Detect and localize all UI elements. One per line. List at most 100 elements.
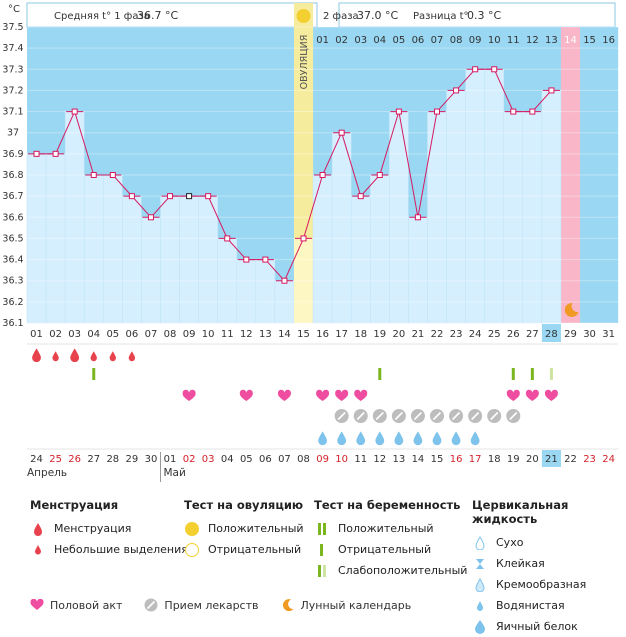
legend-pregnancy-positive: Положительный <box>314 518 467 539</box>
heart-icon[interactable] <box>239 389 253 401</box>
egg-white-drop-icon[interactable] <box>470 431 480 446</box>
temperature-point[interactable] <box>52 150 59 157</box>
heart-icon[interactable] <box>525 389 539 401</box>
egg-white-drop-icon[interactable] <box>337 431 347 446</box>
legend-moon-label: Лунный календарь <box>300 598 412 612</box>
cycle-day-label: 10 <box>488 35 501 46</box>
temperature-point[interactable] <box>414 214 421 221</box>
day-label: 27 <box>526 329 539 340</box>
small-blood-drop-icon[interactable] <box>109 351 117 362</box>
temperature-point[interactable] <box>510 108 517 115</box>
temperature-point[interactable] <box>281 277 288 284</box>
pill-icon-stripe <box>471 411 480 421</box>
legend-intercourse: Половой акт <box>30 599 122 612</box>
day-label: 13 <box>259 329 272 340</box>
ovulation-test-line[interactable] <box>530 368 534 380</box>
day-label: 25 <box>488 329 501 340</box>
egg-white-drop-icon[interactable] <box>375 431 385 446</box>
day-label: 21 <box>412 329 425 340</box>
date-label: 22 <box>564 454 577 465</box>
day-label: 02 <box>49 329 62 340</box>
egg-white-drop-icon[interactable] <box>318 431 327 446</box>
temperature-point[interactable] <box>147 214 154 221</box>
date-label: 25 <box>49 454 62 465</box>
legend-moon: Лунный календарь <box>281 598 412 612</box>
temperature-point[interactable] <box>357 193 364 200</box>
egg-white-drop-icon[interactable] <box>413 431 423 446</box>
heart-icon[interactable] <box>316 389 330 401</box>
pill-icon-stripe <box>490 411 499 421</box>
temperature-point[interactable] <box>338 129 345 136</box>
ovulation-test-line[interactable] <box>92 368 96 380</box>
pill-icon-stripe <box>337 411 346 421</box>
legend-intercourse-label: Половой акт <box>50 598 123 612</box>
date-label: 24 <box>602 454 615 465</box>
pill-icon-stripe <box>509 411 518 421</box>
temperature-point[interactable] <box>167 193 174 200</box>
ovulation-test-line[interactable] <box>378 368 382 380</box>
temperature-point[interactable] <box>491 66 498 73</box>
heart-icon[interactable] <box>277 389 291 401</box>
small-blood-drop-icon <box>30 542 46 558</box>
heart-icon[interactable] <box>182 389 196 401</box>
temperature-point[interactable] <box>472 66 479 73</box>
egg-white-drop-icon[interactable] <box>451 431 461 446</box>
temperature-point[interactable] <box>205 193 212 200</box>
temperature-point[interactable] <box>434 108 441 115</box>
two-lines-icon <box>314 521 330 537</box>
temperature-point[interactable] <box>71 108 78 115</box>
date-label: 18 <box>488 454 501 465</box>
temperature-point[interactable] <box>376 172 383 178</box>
diff-label: Разница t° <box>413 11 469 22</box>
legend-ovulation-positive: Положительный <box>184 518 304 539</box>
temperature-point[interactable] <box>453 87 460 94</box>
small-blood-drop-icon[interactable] <box>128 351 136 362</box>
temperature-point[interactable] <box>243 256 250 263</box>
legend-cervical-watery-label: Водянистая <box>496 599 565 612</box>
heart-icon[interactable] <box>544 389 558 401</box>
ovulation-sun-icon <box>296 9 311 23</box>
month-label-april: Апрель <box>27 467 67 479</box>
temperature-point[interactable] <box>300 235 307 242</box>
temperature-bar <box>103 174 123 324</box>
pill-icon <box>144 598 158 612</box>
temperature-point[interactable] <box>548 87 555 94</box>
y-tick-label: 37.2 <box>2 85 23 96</box>
egg-white-drop-icon[interactable] <box>356 431 366 446</box>
day-label: 04 <box>87 329 100 340</box>
heart-icon[interactable] <box>335 389 349 401</box>
day-label: 26 <box>507 329 520 340</box>
ovulation-test-line[interactable] <box>511 368 515 380</box>
y-tick-label: 37.3 <box>2 64 23 75</box>
date-label: 15 <box>431 454 444 465</box>
temperature-point[interactable] <box>262 256 269 263</box>
date-label: 08 <box>297 454 310 465</box>
heart-icon[interactable] <box>506 389 520 401</box>
temperature-point[interactable] <box>319 172 326 178</box>
ovulation-test-weak-line[interactable] <box>549 368 553 380</box>
egg-white-drop-icon[interactable] <box>432 431 442 446</box>
temperature-point[interactable] <box>33 150 40 157</box>
legend-pregnancy-positive-label: Положительный <box>338 522 434 535</box>
small-blood-drop-icon[interactable] <box>90 351 97 362</box>
blood-drop-icon[interactable] <box>70 348 80 363</box>
y-tick-label: 36.3 <box>2 276 23 287</box>
temperature-point[interactable] <box>90 172 97 178</box>
heart-icon[interactable] <box>354 389 368 401</box>
day-label: 09 <box>183 329 196 340</box>
egg-white-drop-icon[interactable] <box>394 431 404 446</box>
day-label: 18 <box>354 329 367 340</box>
blood-drop-icon[interactable] <box>32 348 41 363</box>
temperature-point[interactable] <box>224 235 231 242</box>
date-label: 26 <box>68 454 81 465</box>
temperature-point[interactable] <box>128 193 135 200</box>
temperature-point[interactable] <box>395 108 402 115</box>
temperature-point[interactable] <box>109 172 116 178</box>
cycle-day-label: 03 <box>354 35 367 46</box>
temperature-point[interactable] <box>529 108 536 115</box>
day-label: 28 <box>545 329 558 340</box>
legend-bottom-row: Половой акт Прием лекарств Лунный календ… <box>30 598 433 612</box>
small-blood-drop-icon[interactable] <box>52 351 59 362</box>
temperature-point[interactable] <box>186 193 193 200</box>
legend-medicine: Прием лекарств <box>144 598 259 612</box>
